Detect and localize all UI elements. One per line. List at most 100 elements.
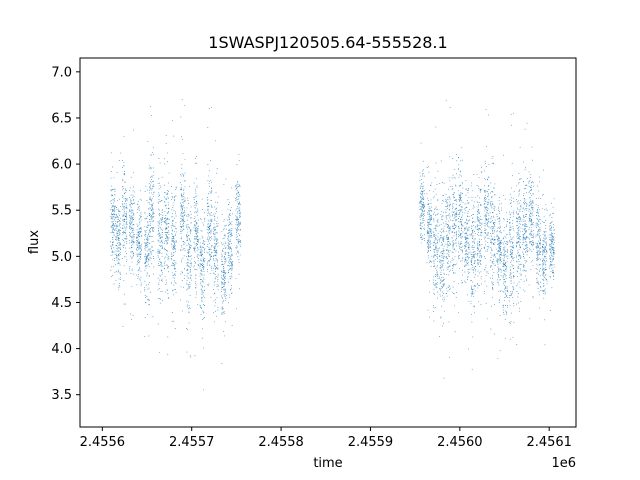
data-point [484, 206, 486, 208]
data-point [113, 208, 115, 210]
data-point [182, 196, 183, 198]
data-point [429, 221, 431, 223]
data-point [204, 218, 206, 219]
data-point [468, 247, 470, 249]
data-point [437, 222, 439, 224]
data-point [522, 211, 524, 213]
data-point [186, 283, 188, 285]
data-point [423, 207, 425, 209]
data-point [429, 239, 431, 241]
data-point [449, 289, 451, 291]
data-point [208, 232, 210, 233]
data-point [504, 299, 505, 301]
data-point [217, 309, 219, 311]
data-point [201, 285, 203, 287]
data-point [236, 216, 238, 218]
data-point [453, 203, 455, 205]
data-point [116, 224, 118, 226]
data-point [144, 234, 146, 236]
data-point [509, 338, 511, 340]
data-point [225, 224, 227, 226]
data-point [452, 269, 453, 271]
data-point [457, 256, 459, 258]
data-point [229, 296, 231, 298]
data-point [132, 194, 134, 196]
data-point [147, 189, 149, 191]
data-point [113, 224, 115, 226]
data-point [237, 243, 239, 245]
data-point [158, 264, 160, 266]
data-point [427, 213, 429, 215]
data-point [420, 238, 422, 240]
data-point [199, 272, 201, 274]
data-point [223, 270, 225, 272]
data-point [517, 296, 519, 298]
data-point [502, 242, 504, 244]
data-point [487, 194, 489, 196]
data-point [239, 208, 241, 210]
data-point [186, 234, 188, 236]
data-point [465, 253, 467, 254]
data-point [443, 222, 445, 224]
data-point [158, 284, 160, 286]
data-point [472, 252, 474, 254]
data-point [187, 219, 189, 221]
data-point [132, 186, 134, 188]
data-point [471, 233, 473, 235]
data-point [437, 219, 439, 221]
data-point [419, 224, 421, 226]
data-point [485, 216, 487, 218]
data-point [483, 191, 485, 193]
data-point [450, 243, 452, 245]
data-point [516, 185, 518, 187]
data-point [216, 264, 218, 266]
data-point [236, 230, 238, 232]
data-point [447, 246, 449, 248]
data-point [208, 108, 210, 109]
data-point [168, 266, 170, 268]
data-point [464, 280, 466, 282]
data-point [448, 231, 450, 233]
data-point [480, 255, 482, 257]
data-point [238, 206, 240, 208]
data-point [461, 247, 463, 249]
data-point [467, 247, 469, 249]
data-point [480, 238, 482, 240]
data-point [195, 228, 197, 230]
data-point [509, 228, 511, 230]
data-point [213, 239, 215, 241]
data-point [458, 227, 459, 229]
data-point [503, 241, 505, 242]
data-point [167, 232, 169, 234]
data-point [440, 290, 442, 292]
data-point [433, 218, 435, 220]
data-point [494, 264, 496, 266]
data-point [428, 211, 430, 213]
data-point [471, 289, 473, 291]
data-point [199, 238, 201, 240]
data-point [458, 225, 460, 227]
data-point [215, 211, 217, 212]
data-point [119, 211, 121, 213]
data-point [478, 228, 481, 230]
data-point [160, 222, 162, 224]
data-point [146, 230, 148, 232]
data-point [420, 223, 422, 225]
data-point [445, 211, 447, 213]
data-point [202, 260, 204, 261]
data-point [159, 185, 161, 187]
data-point [455, 220, 457, 222]
data-point [188, 305, 190, 307]
data-point [122, 230, 124, 232]
data-point [439, 267, 441, 269]
data-point [442, 284, 444, 285]
data-point [173, 247, 175, 249]
data-point [115, 253, 117, 255]
data-point [493, 208, 495, 210]
data-point [474, 290, 476, 292]
data-point [183, 277, 185, 279]
data-point [473, 285, 475, 287]
data-point [193, 248, 195, 249]
data-point [172, 240, 174, 242]
data-point [477, 217, 479, 219]
